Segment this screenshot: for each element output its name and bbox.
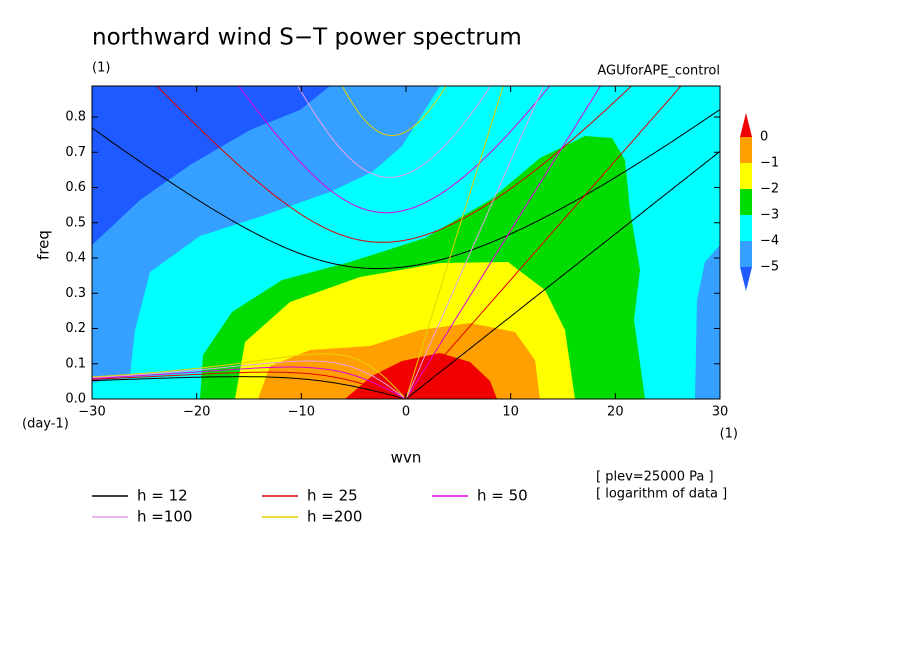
y-tick-label: 0.1 [65, 356, 86, 371]
subtitle: (1) [92, 61, 110, 76]
x-tick-label: −10 [288, 405, 315, 420]
colorbar-triangle [740, 267, 752, 291]
colorbar-label: −3 [760, 208, 779, 223]
dispersion-curve [405, 86, 682, 399]
x-unit: (1) [720, 427, 738, 442]
y-tick-label: 0.6 [65, 180, 86, 195]
dispersion-curve [156, 86, 633, 243]
note: [ logarithm of data ] [596, 487, 727, 502]
plot-area [92, 86, 720, 399]
chart-title: northward wind S−T power spectrum [92, 25, 522, 51]
legend-label: h = 25 [307, 487, 358, 505]
colorbar-segment [740, 163, 752, 189]
y-tick-label: 0.7 [65, 145, 86, 160]
colorbar-segment [740, 215, 752, 241]
run-name: AGUforAPE_control [597, 64, 720, 79]
x-tick-label: 20 [607, 405, 624, 420]
y-tick-label: 0.0 [65, 392, 86, 407]
dispersion-curve [405, 86, 504, 399]
y-tick-label: 0.3 [65, 286, 86, 301]
legend-label: h = 50 [477, 487, 528, 505]
dispersion-curve [92, 366, 405, 399]
colorbar-label: −1 [760, 156, 779, 171]
x-tick-label: −30 [78, 405, 105, 420]
y-tick-label: 0.8 [65, 110, 86, 125]
legend-label: h =100 [137, 508, 192, 526]
dispersion-curve [92, 360, 405, 398]
dispersion-curve [297, 86, 492, 178]
colorbar-label: −2 [760, 182, 779, 197]
x-axis-label: wvn [391, 449, 422, 467]
y-axis-label: freq [35, 230, 53, 260]
note: [ plev=25000 Pa ] [596, 470, 714, 485]
x-tick-label: 10 [502, 405, 519, 420]
dispersion-curve [405, 151, 720, 399]
y-tick-label: 0.5 [65, 215, 86, 230]
x-tick-label: −20 [183, 405, 210, 420]
dispersion-curve [92, 371, 405, 399]
colorbar-segment [740, 137, 752, 163]
colorbar-label: −4 [760, 234, 779, 249]
colorbar-segment [740, 189, 752, 215]
legend-label: h =200 [307, 508, 362, 526]
dispersion-curve [341, 86, 447, 137]
dispersion-curve [92, 376, 405, 399]
dispersion-curve [405, 86, 602, 399]
dispersion-curve [92, 353, 405, 398]
x-tick-label: 0 [402, 405, 410, 420]
x-tick-label: 30 [712, 405, 729, 420]
colorbar-triangle [740, 113, 752, 137]
colorbar-label: 0 [760, 130, 768, 145]
y-tick-label: 0.4 [65, 251, 86, 266]
dispersion-curve [92, 109, 720, 270]
dispersion-curve [405, 86, 545, 399]
contour-fill [92, 86, 330, 245]
colorbar-segment [740, 241, 752, 267]
y-unit: (day-1) [22, 417, 69, 432]
dispersion-curve [238, 86, 551, 214]
y-tick-label: 0.2 [65, 321, 86, 336]
colorbar-label: −5 [760, 260, 779, 275]
legend-label: h = 12 [137, 487, 188, 505]
